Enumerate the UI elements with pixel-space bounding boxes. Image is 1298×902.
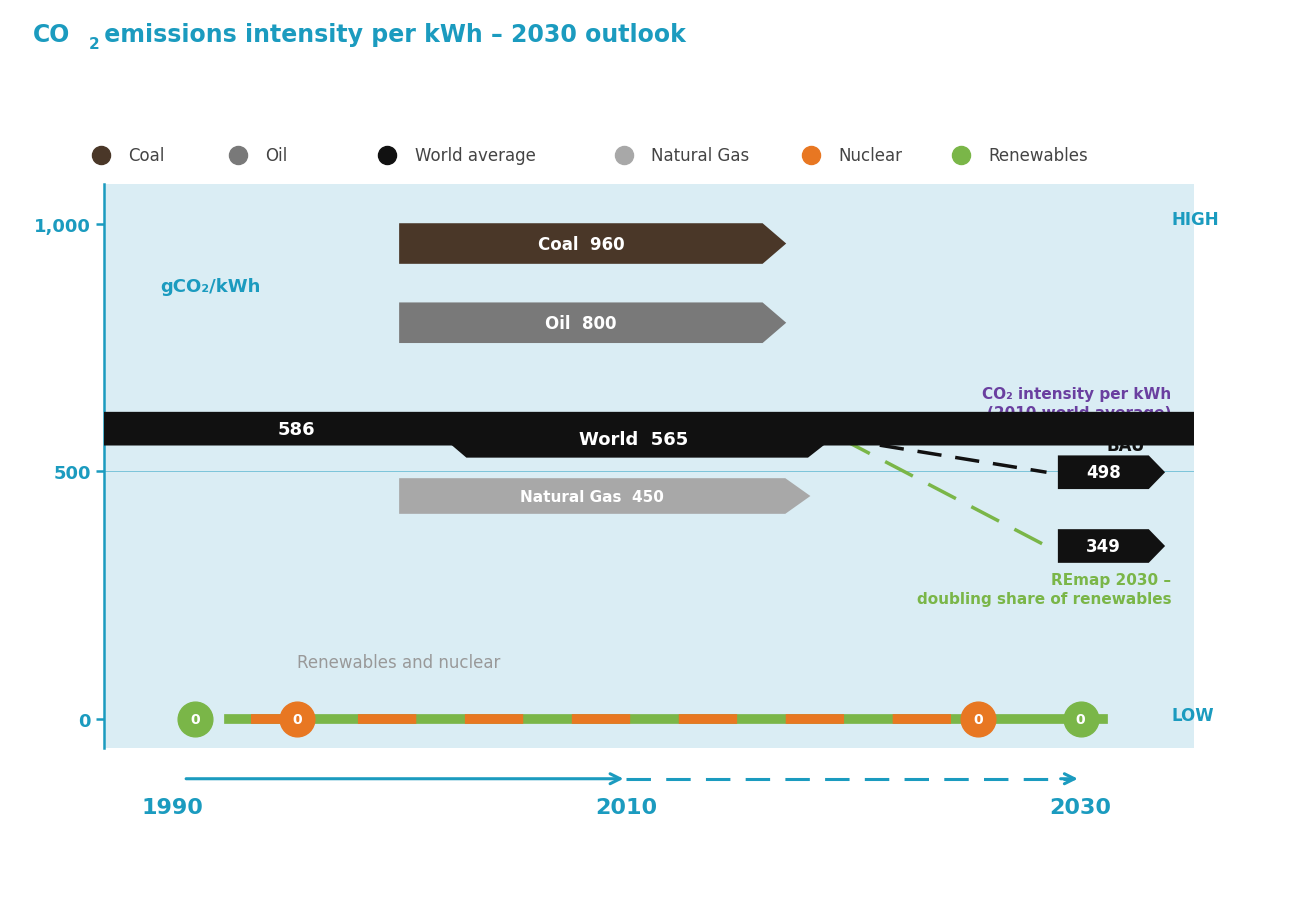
Text: 1990: 1990 [141, 797, 202, 817]
Text: REmap 2030 –
doubling share of renewables: REmap 2030 – doubling share of renewable… [916, 572, 1171, 607]
Text: CO₂ intensity per kWh
(2010 world average): CO₂ intensity per kWh (2010 world averag… [983, 386, 1171, 421]
Polygon shape [398, 479, 810, 514]
Text: 2030: 2030 [1050, 797, 1111, 817]
Polygon shape [1058, 529, 1166, 563]
Text: Renewables and nuclear: Renewables and nuclear [297, 653, 500, 671]
Text: World average: World average [415, 147, 536, 164]
Text: 0: 0 [974, 712, 983, 726]
Text: 586: 586 [278, 420, 315, 438]
Text: 2010: 2010 [596, 797, 657, 817]
Text: HIGH: HIGH [1171, 210, 1219, 228]
Text: Oil: Oil [265, 147, 287, 164]
Polygon shape [398, 224, 787, 264]
Polygon shape [0, 412, 1298, 446]
Text: LOW: LOW [1171, 706, 1214, 724]
Text: CO: CO [32, 23, 70, 47]
Text: 498: 498 [1086, 464, 1120, 482]
Text: Coal  960: Coal 960 [537, 235, 624, 253]
Text: 349: 349 [1086, 538, 1120, 556]
Text: Nuclear: Nuclear [839, 147, 902, 164]
Text: World  565: World 565 [579, 430, 688, 448]
Text: BAU: BAU [1107, 437, 1145, 455]
Text: Coal: Coal [129, 147, 165, 164]
Polygon shape [1058, 456, 1166, 490]
Text: gCO₂/kWh: gCO₂/kWh [161, 277, 261, 295]
Text: Renewables: Renewables [988, 147, 1088, 164]
Text: Natural Gas: Natural Gas [652, 147, 750, 164]
Polygon shape [398, 303, 787, 344]
Polygon shape [444, 421, 832, 458]
Text: emissions intensity per kWh – 2030 outlook: emissions intensity per kWh – 2030 outlo… [96, 23, 685, 47]
Text: 0: 0 [292, 712, 301, 726]
Text: Oil  800: Oil 800 [545, 315, 617, 332]
Text: 2: 2 [88, 37, 99, 52]
Text: Natural Gas  450: Natural Gas 450 [520, 489, 665, 504]
Text: 0: 0 [1076, 712, 1085, 726]
Text: 0: 0 [190, 712, 200, 726]
